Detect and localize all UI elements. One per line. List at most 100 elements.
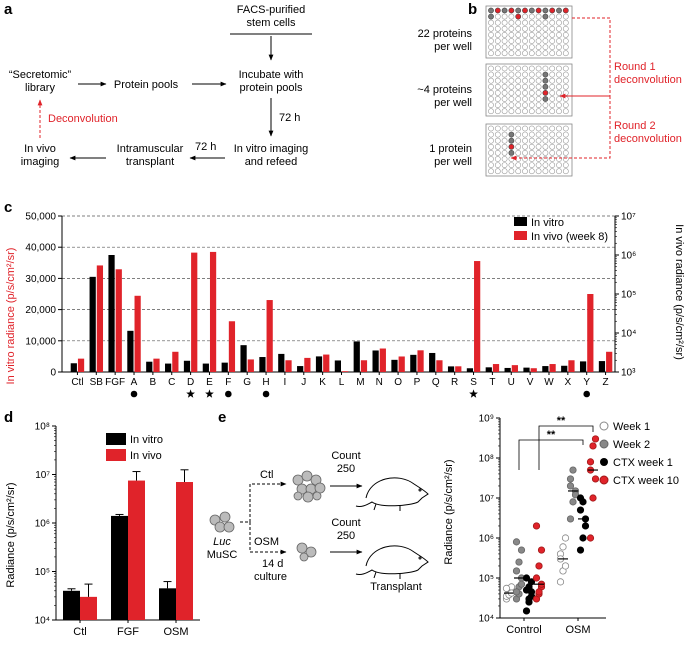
plate-well xyxy=(549,149,556,156)
plate-well xyxy=(528,32,535,38)
plate-well xyxy=(528,162,535,168)
plate-well xyxy=(522,137,528,144)
c-bar-invitro xyxy=(542,366,549,372)
plate-well xyxy=(556,77,562,84)
plate-well xyxy=(508,25,515,32)
label-22-proteins: 22 proteins xyxy=(418,28,473,40)
h72-a-label: 72 h xyxy=(279,112,300,124)
transplant-e-label: Transplant xyxy=(370,581,422,593)
c-bar-invitro xyxy=(353,341,360,372)
plate-well xyxy=(515,83,522,90)
plate-well xyxy=(522,19,528,26)
e-point xyxy=(569,466,577,474)
plate-well xyxy=(501,7,508,14)
invitro-imaging-label: In vitro imaging xyxy=(234,143,309,155)
c-bar-invivo xyxy=(511,365,518,372)
plate-well xyxy=(528,143,535,150)
e-point xyxy=(532,574,541,582)
plate-well xyxy=(528,19,535,26)
plate-well xyxy=(515,168,522,175)
count-bot-label: Count xyxy=(331,517,360,529)
plate-well xyxy=(556,65,562,72)
c-bar-invivo xyxy=(209,251,217,372)
d-legend: In vitro In vivo xyxy=(106,433,163,462)
panel-b-plates: 22 proteins per well ~4 proteins per wel… xyxy=(417,5,682,177)
h72-b-label: 72 h xyxy=(195,141,216,153)
panel-label-a: a xyxy=(4,1,13,18)
intramuscular-label: Intramuscular xyxy=(117,143,184,155)
plate-well xyxy=(494,7,501,14)
plate-well xyxy=(494,125,501,132)
c-x-tick-label: B xyxy=(150,377,157,388)
plate-well xyxy=(501,19,508,26)
plate-well xyxy=(515,102,522,108)
e-y-tick-label: 10⁹ xyxy=(479,414,494,425)
plate-well xyxy=(501,44,508,50)
c-x-tick-label: D xyxy=(187,377,194,388)
plate-well xyxy=(515,50,522,57)
c-bar-invitro xyxy=(221,362,228,372)
plate-well xyxy=(556,96,562,102)
d-bar-invivo xyxy=(176,482,193,620)
plate-well xyxy=(528,108,535,115)
plate-well xyxy=(501,96,508,102)
plate-well xyxy=(488,38,494,44)
plate-well xyxy=(542,137,549,144)
plate-well xyxy=(494,102,501,108)
label-22-per-well: per well xyxy=(434,41,472,53)
plate-well xyxy=(528,25,535,32)
c-x-tick-label: K xyxy=(319,377,326,388)
e-point xyxy=(576,546,585,554)
plate-well xyxy=(522,108,528,115)
plate-well xyxy=(542,108,549,115)
plate-well xyxy=(549,71,556,78)
plate-well xyxy=(562,38,569,44)
ctl-label: Ctl xyxy=(260,469,273,481)
plate-well xyxy=(542,156,549,162)
c-right-tick-label: 10⁶ xyxy=(621,251,636,262)
d-legend-swatch-invitro xyxy=(106,433,126,445)
osm-cells xyxy=(296,542,317,562)
panel-label-b: b xyxy=(468,1,477,18)
plate-well xyxy=(542,77,549,84)
plate-well xyxy=(556,162,562,168)
plate-well xyxy=(494,25,501,32)
plate-well xyxy=(494,19,501,26)
e-point xyxy=(576,506,585,514)
c-x-tick-label: N xyxy=(376,377,383,388)
plate-well xyxy=(508,71,515,78)
c-bar-invitro xyxy=(89,276,96,372)
c-bar-invivo xyxy=(398,356,405,372)
plate-well xyxy=(542,149,549,156)
plate-well xyxy=(549,156,556,162)
c-x-tick-label: T xyxy=(489,377,495,388)
plate-well xyxy=(508,90,515,96)
plate-well xyxy=(494,38,501,44)
facs-label: FACS-purified xyxy=(237,4,305,16)
c-bar-invivo xyxy=(115,269,122,372)
plate-well xyxy=(562,25,569,32)
deconvolution-label: Deconvolution xyxy=(48,113,118,125)
c-right-tick-label: 10³ xyxy=(621,368,636,379)
plate-well xyxy=(535,7,542,14)
plate-well xyxy=(488,137,494,144)
c-bar-invivo xyxy=(77,358,85,372)
protein-pools-label: Protein pools xyxy=(114,79,179,91)
c-marker-dot xyxy=(225,390,232,398)
plate-well xyxy=(515,32,522,38)
c-x-tick-label: G xyxy=(243,377,251,388)
plate-well xyxy=(522,77,528,84)
plate-well xyxy=(535,65,542,72)
plate-well xyxy=(556,44,562,50)
round1-label: Round 1 xyxy=(614,61,656,73)
e-legend-marker-ctx1 xyxy=(600,458,608,466)
e-point xyxy=(561,534,570,542)
plate-well xyxy=(494,50,501,57)
e-point xyxy=(591,435,600,443)
e-legend-week2: Week 2 xyxy=(613,439,650,451)
label-4-proteins: ~4 proteins xyxy=(417,84,472,96)
label-1-per-well: per well xyxy=(434,156,472,168)
plate-well xyxy=(562,71,569,78)
c-x-tick-label: W xyxy=(544,377,554,388)
plate-well xyxy=(562,19,569,26)
